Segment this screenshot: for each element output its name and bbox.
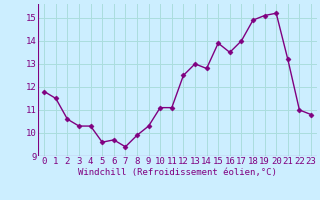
X-axis label: Windchill (Refroidissement éolien,°C): Windchill (Refroidissement éolien,°C): [78, 168, 277, 177]
